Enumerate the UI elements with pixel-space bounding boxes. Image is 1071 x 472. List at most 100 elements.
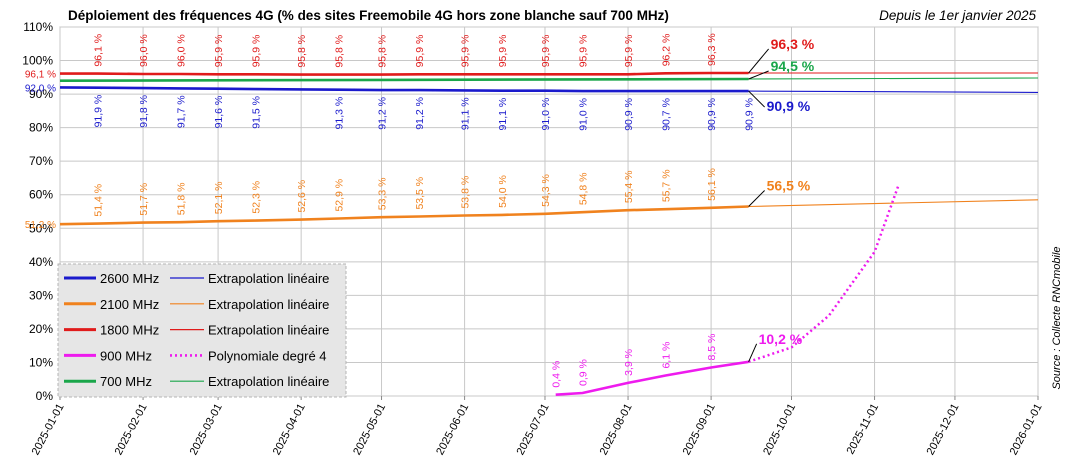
series-2100-mhz-data-label: 52,1 % bbox=[213, 182, 225, 215]
y-tick-label: 110% bbox=[23, 20, 53, 34]
series-2100-mhz-data-label: 53,3 % bbox=[377, 177, 389, 210]
series-2600-mhz-data-label: 90,7 % bbox=[661, 98, 673, 131]
series-1800-mhz-data-label: 95,9 % bbox=[577, 35, 589, 68]
x-tick-label: 2025-08-01 bbox=[598, 402, 635, 457]
series-2100-mhz-data-label: 56,1 % bbox=[706, 168, 718, 201]
x-tick-label: 2025-12-01 bbox=[925, 402, 962, 457]
series-2100-mhz-data-label: 52,9 % bbox=[334, 179, 346, 212]
series-2600-mhz-data-label: 91,0 % bbox=[577, 98, 589, 131]
series-2600-mhz-data-label: 91,6 % bbox=[213, 96, 225, 129]
x-tick-label: 2025-06-01 bbox=[434, 402, 471, 457]
series-1800-mhz-leader bbox=[748, 48, 770, 74]
legend-label-900-mhz: 900 MHz bbox=[100, 348, 152, 363]
series-700-mhz-end-label: 94,5 % bbox=[771, 58, 815, 74]
y-tick-label: 30% bbox=[29, 288, 53, 302]
series-layer bbox=[59, 71, 1039, 396]
legend-label-2100-mhz: 2100 MHz bbox=[100, 297, 159, 312]
series-2100-mhz-line bbox=[59, 205, 749, 226]
series-2600-mhz-trend bbox=[748, 90, 1039, 93]
series-2100-mhz-data-label: 53,8 % bbox=[460, 176, 472, 209]
series-900-mhz-data-label: 6,1 % bbox=[661, 342, 673, 369]
series-2600-mhz-data-label: 91,1 % bbox=[497, 98, 509, 131]
series-700-mhz-line bbox=[59, 77, 749, 82]
series-2100-mhz-data-label: 53,5 % bbox=[414, 177, 426, 210]
series-1800-mhz-data-label: 95,9 % bbox=[213, 35, 225, 68]
series-1800-mhz-data-label: 95,8 % bbox=[334, 35, 346, 68]
y-tick-label: 100% bbox=[22, 54, 53, 68]
series-2600-mhz-leader bbox=[748, 90, 765, 108]
series-1800-mhz-start-label: 96,1 % bbox=[25, 70, 56, 81]
series-1800-mhz-data-label: 95,9 % bbox=[460, 35, 472, 68]
series-900-mhz-end-label: 10,2 % bbox=[759, 331, 803, 347]
y-tick-label: 50% bbox=[29, 221, 53, 235]
legend-label-700-mhz: 700 MHz bbox=[100, 374, 152, 389]
chart-subtitle: Depuis le 1er janvier 2025 bbox=[879, 8, 1036, 23]
x-tick-label: 2025-11-01 bbox=[845, 402, 882, 457]
series-2100-mhz-leader bbox=[748, 190, 765, 207]
series-900-mhz-data-label: 0,9 % bbox=[577, 359, 589, 386]
series-2600-mhz-data-label: 91,5 % bbox=[251, 96, 263, 129]
series-2600-mhz-data-label: 91,9 % bbox=[93, 95, 105, 128]
y-tick-label: 40% bbox=[29, 255, 53, 269]
series-2600-mhz-data-label: 91,7 % bbox=[176, 95, 188, 128]
chart-title: Déploiement des fréquences 4G (% des sit… bbox=[68, 8, 669, 23]
series-2600-mhz-data-label: 91,0 % bbox=[540, 98, 552, 131]
y-tick-label: 70% bbox=[29, 154, 53, 168]
series-2100-mhz-data-label: 54,3 % bbox=[540, 174, 552, 207]
series-1800-mhz-data-label: 95,8 % bbox=[377, 35, 389, 68]
y-tick-label: 90% bbox=[29, 87, 53, 101]
series-900-mhz-line bbox=[555, 360, 749, 396]
series-2600-mhz-end-label: 90,9 % bbox=[767, 98, 811, 114]
series-2100-mhz-end-label: 56,5 % bbox=[767, 177, 811, 193]
x-tick-label: 2025-01-01 bbox=[30, 402, 67, 457]
series-2100-mhz-data-label: 51,4 % bbox=[93, 184, 105, 217]
series-1800-mhz-data-label: 96,2 % bbox=[661, 34, 673, 67]
series-900-mhz-data-label: 0,4 % bbox=[551, 361, 563, 388]
series-1800-mhz-data-label: 95,9 % bbox=[623, 35, 635, 68]
series-1800-mhz-data-label: 96,1 % bbox=[93, 34, 105, 67]
series-1800-mhz-data-label: 95,9 % bbox=[497, 35, 509, 68]
series-2100-mhz-data-label: 55,7 % bbox=[661, 169, 673, 202]
legend-trend-label-2600-mhz: Extrapolation linéaire bbox=[208, 271, 329, 286]
series-2100-mhz-data-label: 54,0 % bbox=[497, 175, 509, 208]
series-1800-mhz-data-label: 96,0 % bbox=[138, 34, 150, 67]
series-1800-mhz-data-label: 95,9 % bbox=[251, 35, 263, 68]
x-tick-label: 2026-01-01 bbox=[1008, 402, 1045, 457]
series-2100-mhz-start-label: 51,2 % bbox=[25, 220, 56, 231]
series-900-mhz-data-label: 8,5 % bbox=[706, 334, 718, 361]
series-2100-mhz-data-label: 51,7 % bbox=[138, 183, 150, 216]
series-2600-mhz-data-label: 91,3 % bbox=[334, 97, 346, 130]
y-tick-label: 20% bbox=[29, 322, 53, 336]
legend-label-1800-mhz: 1800 MHz bbox=[100, 323, 159, 338]
series-2600-mhz-data-label: 90,9 % bbox=[744, 98, 756, 131]
legend: 2600 MHz Extrapolation linéaire 2100 MHz Ex… bbox=[57, 263, 347, 398]
series-900-mhz-trend bbox=[748, 184, 900, 363]
series-1800-mhz-line bbox=[60, 71, 749, 76]
series-2600-mhz-data-label: 91,1 % bbox=[460, 97, 472, 130]
legend-trend-label-900-mhz: Polynomiale degré 4 bbox=[208, 348, 327, 363]
series-2600-mhz-data-label: 91,2 % bbox=[377, 97, 389, 130]
series-2600-mhz-data-label: 90,9 % bbox=[623, 98, 635, 131]
series-900-mhz-data-label: 3,9 % bbox=[623, 349, 635, 376]
series-2600-mhz-start-label: 92,0 % bbox=[25, 83, 56, 94]
series-2600-mhz-line bbox=[59, 86, 749, 93]
series-1800-mhz-data-label: 96,3 % bbox=[706, 33, 718, 66]
series-2100-mhz-data-label: 52,3 % bbox=[251, 181, 263, 214]
y-tick-label: 60% bbox=[29, 188, 53, 202]
y-tick-label: 80% bbox=[29, 121, 53, 135]
series-1800-mhz-data-label: 95,8 % bbox=[296, 35, 308, 68]
series-1800-mhz-end-label: 96,3 % bbox=[771, 36, 815, 52]
legend-trend-label-1800-mhz: Extrapolation linéaire bbox=[208, 323, 329, 338]
series-2100-mhz-data-label: 54,8 % bbox=[577, 172, 589, 205]
label-layer: 91,9 % 91,8 % 91,7 % 91,6 % 91,5 % 91,3 % 91,2… bbox=[25, 33, 815, 387]
x-tick-label: 2025-09-01 bbox=[681, 402, 718, 457]
series-1800-mhz-data-label: 96,0 % bbox=[176, 34, 188, 67]
series-700-mhz-trend bbox=[748, 77, 1039, 80]
series-2100-mhz-trend bbox=[748, 199, 1039, 208]
legend-trend-label-700-mhz: Extrapolation linéaire bbox=[208, 374, 329, 389]
x-tick-label: 2025-02-01 bbox=[113, 402, 150, 457]
series-900-mhz-leader bbox=[748, 343, 758, 362]
legend-box bbox=[57, 263, 347, 398]
